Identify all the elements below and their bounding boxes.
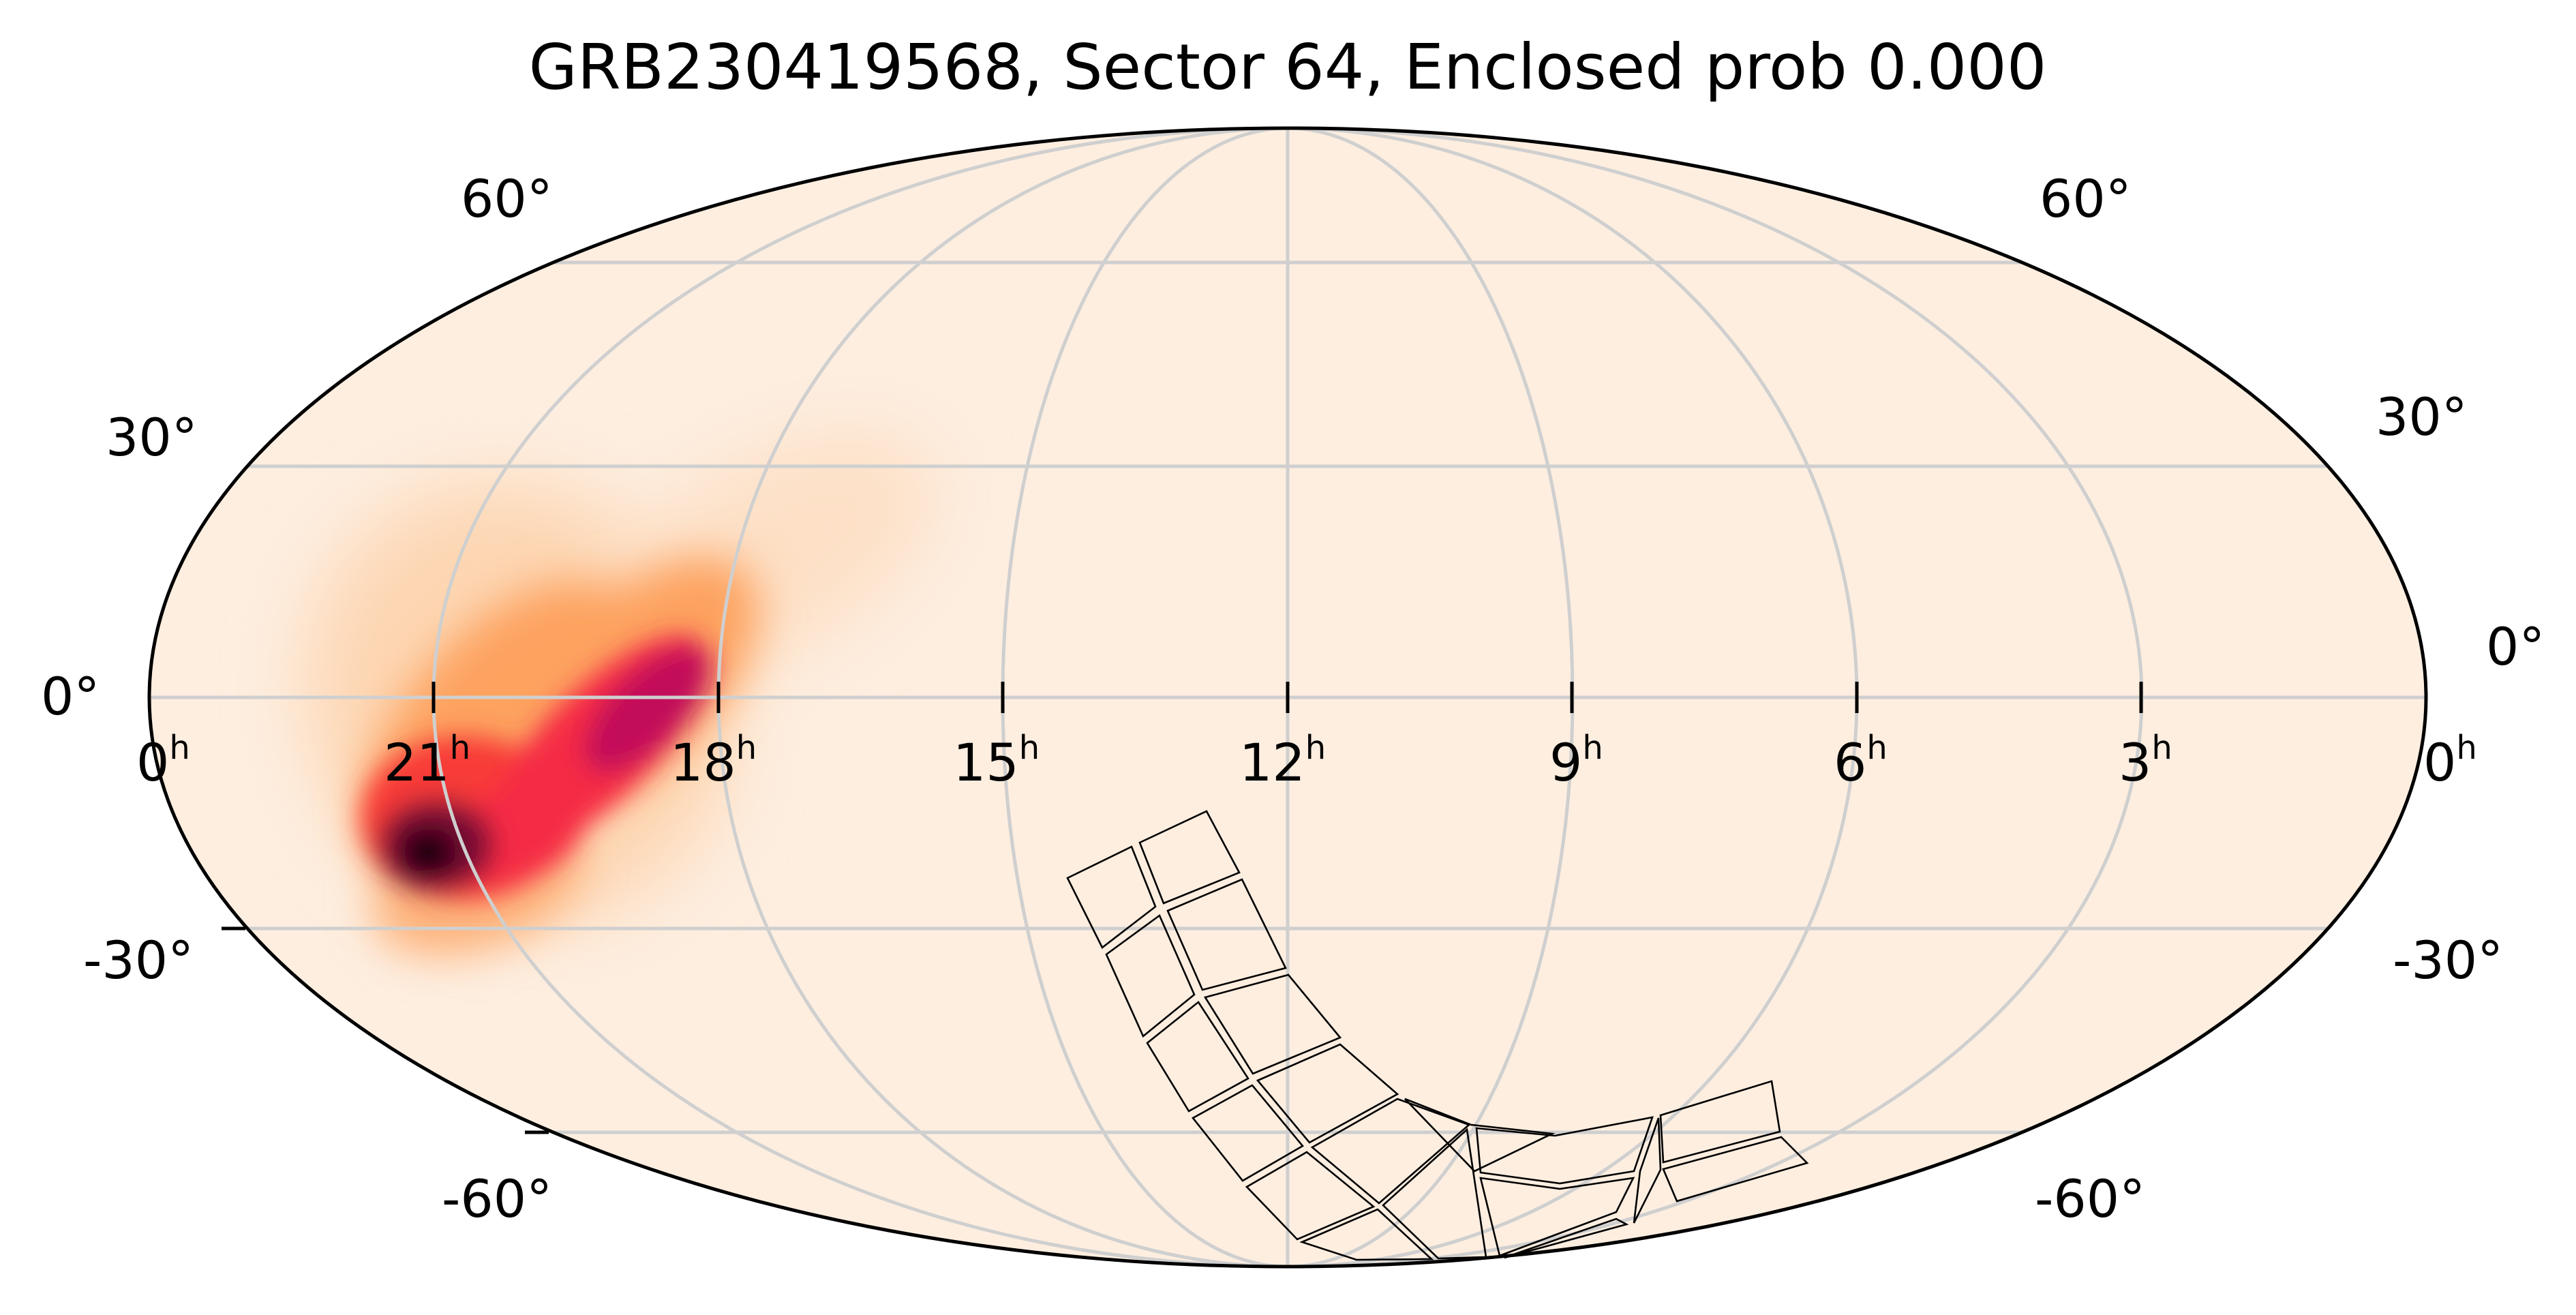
dec-label: 0° <box>41 666 100 727</box>
sector-ccd-tile <box>1299 1208 1434 1261</box>
dec-label: -30° <box>83 930 194 991</box>
ra-label: 9h <box>1549 729 1603 793</box>
ra-label: 21h <box>384 729 470 793</box>
sector-ccd-tile <box>1146 1001 1249 1113</box>
dec-label: 60° <box>2040 168 2132 229</box>
ra-label: 12h <box>1239 729 1326 793</box>
dec-label: 30° <box>2376 387 2468 447</box>
sector-ccd-tile <box>1404 1098 1556 1173</box>
dec-label: 0° <box>2486 616 2545 677</box>
ra-tick-marks <box>431 682 2143 713</box>
dec-label: -60° <box>2035 1168 2145 1229</box>
sector-ccd-tile <box>1192 1084 1304 1182</box>
map-title: GRB230419568, Sector 64, Enclosed prob 0… <box>529 31 2047 104</box>
ra-label: 0h <box>136 729 190 793</box>
dec-label: -60° <box>442 1168 552 1229</box>
ra-label: 15h <box>953 729 1040 793</box>
sector-ccd-tile <box>1105 913 1196 1038</box>
ra-label: 0h <box>2423 729 2477 793</box>
dec-tick-marks <box>222 926 549 1134</box>
sector-ccd-tile <box>1066 845 1157 949</box>
ra-labels: 0h 21h 18h 15h 12h 9h 6h 3h 0h <box>136 729 2477 793</box>
sector-footprint <box>1066 810 1809 1261</box>
dec-labels-right: 60° 30° 0° -30° -60° <box>2035 168 2545 1229</box>
sky-outline <box>147 126 2428 1269</box>
sector-ccd-tile <box>1166 878 1287 991</box>
ra-label: 18h <box>670 729 757 793</box>
sector-ccd-tile <box>1659 1080 1781 1164</box>
sector-ccd-tile <box>1475 1116 1654 1185</box>
sector-ccd-tile <box>1203 973 1342 1075</box>
dec-label: 30° <box>106 407 198 468</box>
sector-ccd-tile <box>1245 1151 1376 1241</box>
dec-label: -30° <box>2393 930 2503 991</box>
sector-ccd-tile <box>1662 1136 1809 1203</box>
ra-label: 3h <box>2119 729 2172 793</box>
sector-ccd-tile <box>1479 1177 1635 1257</box>
sector-ccd-tile <box>1256 1043 1399 1144</box>
sector-ccd-tile <box>1633 1117 1662 1224</box>
sector-ccd-tile <box>1138 810 1241 905</box>
probability-heatmap <box>306 432 936 955</box>
ra-label: 6h <box>1834 729 1888 793</box>
dec-labels-left: 60° 30° 0° -30° -60° <box>41 168 553 1229</box>
dec-label: 60° <box>461 168 553 229</box>
